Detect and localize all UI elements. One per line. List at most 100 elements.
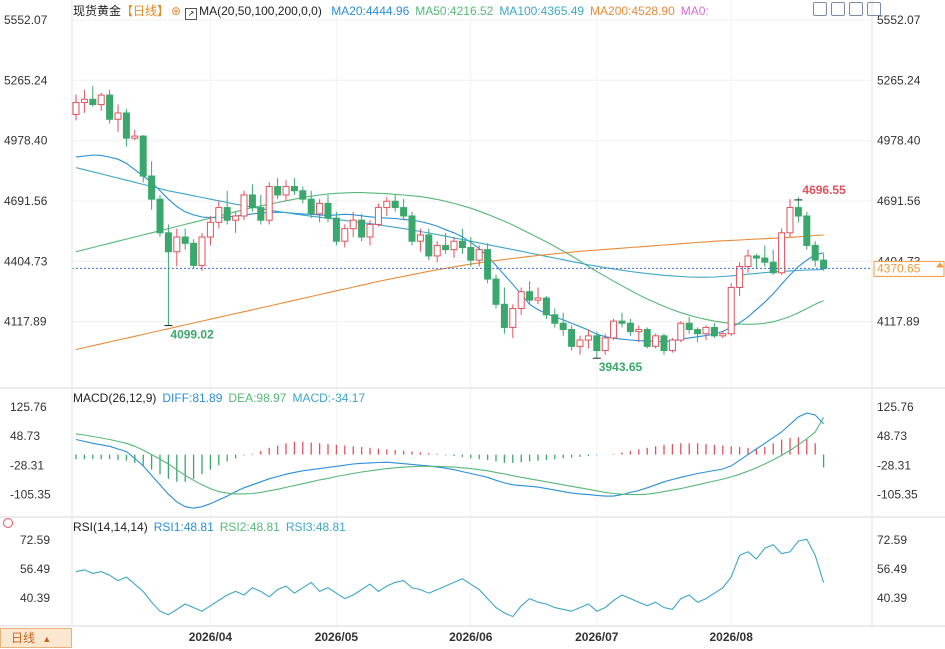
candle bbox=[610, 319, 618, 341]
candle bbox=[181, 228, 189, 250]
indicator-icon[interactable]: ↗ bbox=[185, 8, 198, 20]
candle-body bbox=[559, 322, 567, 331]
candle-body bbox=[341, 228, 349, 242]
candle-body bbox=[131, 135, 139, 139]
candle bbox=[794, 197, 802, 223]
candle-body bbox=[114, 112, 122, 120]
candle bbox=[702, 325, 710, 341]
timeframe-button[interactable]: 日线 ▲ bbox=[0, 628, 72, 648]
macd-tick-left: 125.76 bbox=[10, 400, 47, 414]
candle-body bbox=[727, 286, 735, 335]
candle bbox=[265, 182, 273, 225]
candle-body bbox=[240, 194, 248, 217]
candle-body bbox=[433, 244, 441, 257]
candle bbox=[526, 281, 534, 305]
candle-body bbox=[164, 232, 172, 253]
candle-body bbox=[148, 175, 156, 200]
candle bbox=[274, 178, 282, 200]
candle bbox=[568, 325, 576, 351]
candle bbox=[576, 335, 584, 355]
candle-body bbox=[307, 198, 315, 215]
candle bbox=[500, 287, 508, 334]
macd-line-diff bbox=[75, 412, 824, 509]
current-price-label: 4370.65 bbox=[877, 261, 921, 275]
candle bbox=[80, 89, 88, 113]
candle bbox=[761, 245, 769, 267]
candle bbox=[164, 224, 172, 326]
candle bbox=[811, 241, 819, 267]
candle-body bbox=[374, 207, 382, 225]
candle bbox=[358, 213, 366, 242]
candle-body bbox=[223, 207, 231, 221]
candle bbox=[341, 224, 349, 248]
rsi2-value: RSI2:48.81 bbox=[219, 520, 280, 534]
annotation-label: 4099.02 bbox=[170, 328, 214, 342]
rsi-tick-right: 40.39 bbox=[877, 591, 907, 605]
macd-dea-value: DEA:98.97 bbox=[228, 391, 287, 405]
zoom-out-icon[interactable] bbox=[831, 2, 845, 16]
candle bbox=[240, 190, 248, 221]
reset-icon[interactable] bbox=[867, 2, 881, 16]
timeframe-label: 日线 bbox=[11, 631, 36, 645]
grid-lines bbox=[72, 0, 872, 626]
candle-body bbox=[668, 339, 676, 352]
current-price-arrow bbox=[936, 262, 944, 268]
rsi3-value: RSI3:48.81 bbox=[285, 520, 346, 534]
candle bbox=[618, 312, 626, 328]
candle-body bbox=[593, 335, 601, 352]
candle-body bbox=[467, 247, 475, 261]
candle bbox=[148, 161, 156, 210]
candle-body bbox=[316, 202, 324, 215]
candle-body bbox=[492, 278, 500, 305]
candle-body bbox=[72, 101, 80, 115]
rsi-settings-icon[interactable] bbox=[3, 518, 13, 528]
fullscreen-icon[interactable] bbox=[849, 2, 863, 16]
candle-body bbox=[97, 94, 105, 106]
timeframe-tag: 【日线】 bbox=[121, 4, 170, 18]
candle-body bbox=[719, 333, 727, 337]
candle bbox=[223, 190, 231, 225]
candle-body bbox=[811, 244, 819, 261]
candle-body bbox=[484, 249, 492, 280]
candle bbox=[694, 327, 702, 343]
crosshair-icon[interactable] bbox=[813, 2, 827, 16]
candle bbox=[366, 220, 374, 246]
settings-icon[interactable]: ⊕ bbox=[171, 4, 182, 18]
candle-body bbox=[618, 320, 626, 324]
candle-body bbox=[534, 297, 542, 301]
candle bbox=[660, 333, 668, 355]
candle-body bbox=[542, 297, 550, 316]
candle-body bbox=[80, 98, 88, 103]
candle bbox=[786, 199, 794, 238]
candle-body bbox=[232, 215, 240, 221]
price-chart: 4099.02 3943.65 4696.55 bbox=[72, 86, 872, 374]
ma-value-0: MA20:4444.96 bbox=[331, 4, 410, 18]
price-tick-left: 5552.07 bbox=[4, 13, 48, 27]
price-tick-right: 4691.56 bbox=[877, 194, 921, 208]
candle bbox=[408, 211, 416, 246]
ma-value-4: MA0: bbox=[680, 4, 709, 18]
candle bbox=[719, 331, 727, 338]
candle-body bbox=[408, 215, 416, 242]
candle bbox=[139, 135, 147, 183]
candle-body bbox=[190, 242, 198, 266]
candle bbox=[206, 215, 214, 246]
candle bbox=[89, 86, 97, 107]
candle bbox=[316, 199, 324, 223]
rsi-chart bbox=[75, 538, 825, 618]
candle bbox=[324, 194, 332, 223]
candle bbox=[97, 92, 105, 111]
candle-body bbox=[265, 186, 273, 221]
candle bbox=[383, 197, 391, 216]
candle-body bbox=[769, 261, 777, 274]
price-tick-right: 5265.24 bbox=[877, 73, 921, 87]
candle bbox=[122, 108, 130, 147]
rsi1-value: RSI1:48.81 bbox=[153, 520, 214, 534]
price-tick-left: 4404.73 bbox=[4, 254, 48, 268]
candle bbox=[72, 94, 80, 121]
candle bbox=[416, 228, 424, 252]
candle-body bbox=[568, 329, 576, 347]
macd-diff-value: DIFF:81.89 bbox=[162, 391, 223, 405]
candle bbox=[349, 211, 357, 238]
